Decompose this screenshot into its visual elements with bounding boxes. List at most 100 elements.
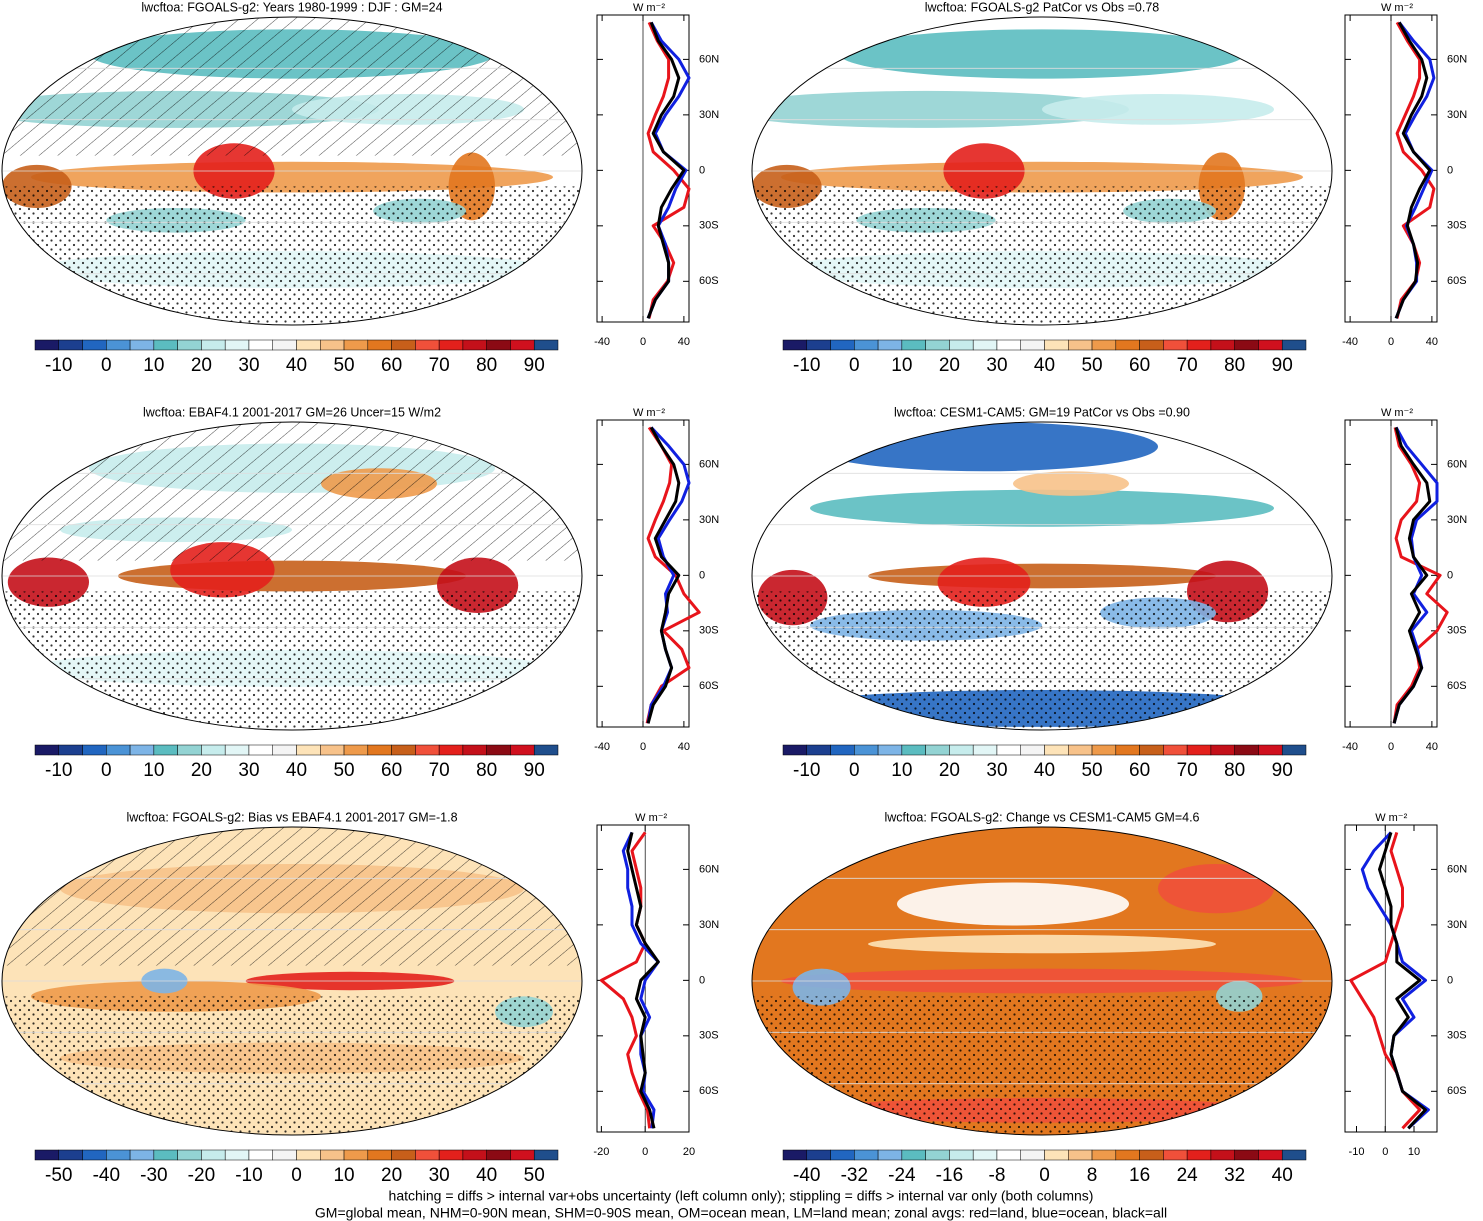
y-tick-label: 30N	[699, 919, 719, 931]
colorbar-label: 32	[1224, 1165, 1245, 1186]
colorbar-label: 80	[1224, 760, 1245, 781]
colorbar-box	[58, 339, 83, 351]
colorbar-label: 10	[143, 760, 164, 781]
colorbar-box	[949, 744, 974, 756]
panel: lwcftoa: FGOALS-g2: Bias vs EBAF4.1 2001…	[1, 810, 719, 1186]
colorbar-box	[462, 339, 487, 351]
colorbar-label: 60	[381, 355, 402, 376]
map-field	[1042, 94, 1274, 125]
colorbar-box	[248, 744, 273, 756]
y-tick-label: 30S	[1447, 1030, 1467, 1042]
colorbar-box	[224, 1149, 250, 1161]
colorbar-label: 80	[476, 355, 497, 376]
colorbar-box	[153, 1149, 178, 1161]
colorbar-box	[272, 1149, 297, 1161]
colorbar-box	[296, 1149, 321, 1161]
hatching	[2, 827, 582, 966]
panel: lwcftoa: FGOALS-g2: Change vs CESM1-CAM5…	[751, 810, 1467, 1186]
hatching	[2, 17, 582, 156]
colorbar-label: -10	[793, 355, 820, 376]
map-border	[751, 826, 1333, 1136]
colorbar-box	[1234, 744, 1259, 756]
colorbar-box	[949, 1149, 974, 1161]
colorbar-box	[1234, 1149, 1259, 1161]
colorbar-box	[782, 339, 808, 351]
colorbar-label: 0	[101, 355, 112, 376]
colorbar-box	[996, 339, 1021, 351]
colorbar-box	[782, 1149, 808, 1161]
colorbar-box	[854, 744, 879, 756]
colorbar-box	[1210, 339, 1235, 351]
y-tick-label: 30S	[1447, 220, 1467, 232]
colorbar-box	[949, 339, 974, 351]
map	[2, 17, 582, 325]
colorbar-box	[58, 1149, 83, 1161]
zonal-line	[646, 426, 681, 724]
zonal-line	[1392, 427, 1449, 724]
map-border	[1, 826, 583, 1136]
colorbar-box	[438, 744, 464, 756]
map	[752, 827, 1332, 1135]
colorbar-box	[82, 744, 107, 756]
colorbar-box	[343, 744, 369, 756]
colorbar-label: 40	[1034, 760, 1055, 781]
colorbar-box	[1044, 744, 1069, 756]
colorbar-label: -30	[140, 1165, 167, 1186]
colorbar-label: 30	[238, 760, 259, 781]
colorbar-box	[1020, 339, 1045, 351]
colorbar-label: -10	[45, 760, 72, 781]
colorbar-label: 30	[238, 355, 259, 376]
colorbar-box	[1210, 744, 1235, 756]
y-tick-label: 0	[699, 974, 705, 986]
panel: lwcftoa: FGOALS-g2 PatCor vs Obs =0.78 -1…	[751, 0, 1467, 376]
colorbar-box	[1210, 1149, 1235, 1161]
colorbar-box	[201, 1149, 226, 1161]
y-tick-label: 60N	[699, 863, 719, 875]
colorbar-box	[296, 744, 321, 756]
stippling	[2, 186, 582, 325]
colorbar-box	[510, 339, 535, 351]
y-tick-label: 30S	[699, 1030, 719, 1042]
colorbar-box	[972, 339, 998, 351]
colorbar-box	[296, 339, 321, 351]
x-tick-label: 40	[678, 336, 690, 348]
colorbar-box	[272, 339, 297, 351]
x-tick-label: 20	[683, 1146, 695, 1158]
stippling	[752, 591, 1332, 730]
colorbar-box	[901, 339, 926, 351]
map-field	[752, 90, 1129, 128]
y-tick-label: 60S	[1447, 275, 1467, 287]
colorbar-box	[1258, 744, 1283, 756]
x-unit: W m⁻²	[1381, 407, 1413, 419]
colorbar-box	[830, 1149, 855, 1161]
colorbar-label: -50	[45, 1165, 72, 1186]
y-tick-label: 30S	[699, 220, 719, 232]
y-tick-label: 60S	[699, 275, 719, 287]
colorbar-label: 40	[476, 1165, 497, 1186]
colorbar-box	[462, 1149, 487, 1161]
colorbar-box	[367, 339, 392, 351]
x-tick-label: -40	[594, 741, 610, 753]
colorbar-box	[343, 1149, 369, 1161]
colorbar-box	[996, 1149, 1021, 1161]
zonal-line	[626, 832, 660, 1129]
colorbar-box	[1115, 339, 1140, 351]
colorbar-box	[972, 1149, 998, 1161]
colorbar-box	[106, 744, 131, 756]
colorbar-label: 10	[891, 355, 912, 376]
colorbar-box	[177, 744, 202, 756]
y-tick-label: 60N	[1447, 863, 1467, 875]
colorbar-label: 0	[291, 1165, 302, 1186]
colorbar-box	[1163, 1149, 1188, 1161]
colorbar-box	[415, 744, 440, 756]
hatching	[2, 422, 582, 561]
colorbar-box	[1186, 1149, 1212, 1161]
colorbar-box	[1186, 339, 1212, 351]
y-tick-label: 0	[1447, 569, 1453, 581]
y-tick-label: 60N	[699, 458, 719, 470]
colorbar-box	[806, 744, 831, 756]
colorbar-box	[177, 339, 202, 351]
x-tick-label: 10	[1408, 1146, 1420, 1158]
panel: lwcftoa: FGOALS-g2: Years 1980-1999 : DJ…	[1, 0, 719, 376]
colorbar-label: 0	[849, 355, 860, 376]
